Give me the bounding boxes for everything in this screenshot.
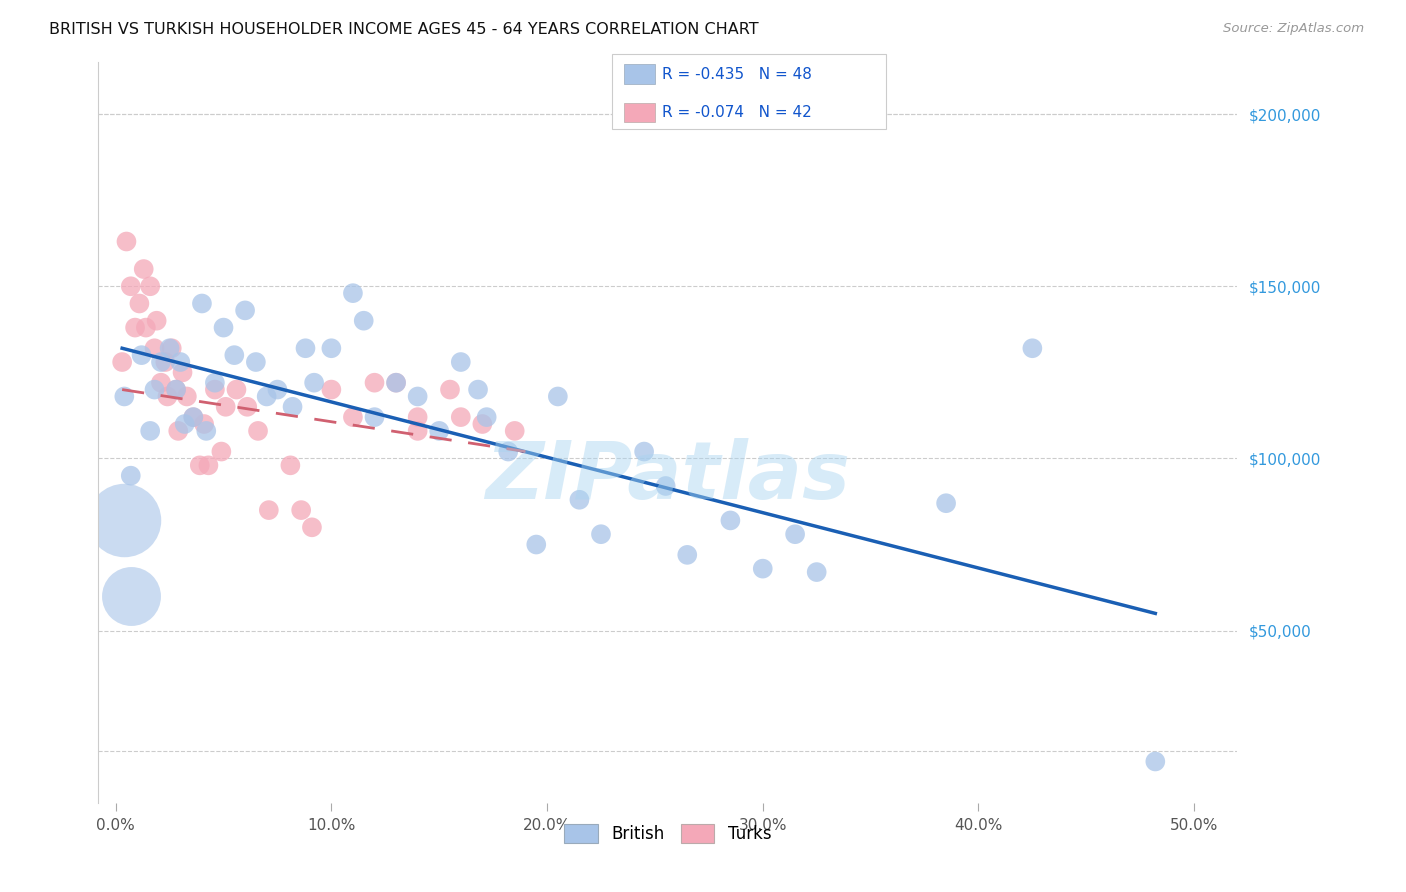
Point <box>301 520 323 534</box>
Point <box>257 503 280 517</box>
Point <box>471 417 494 431</box>
Point <box>353 314 375 328</box>
Point <box>155 355 177 369</box>
Point <box>204 383 226 397</box>
Point <box>363 376 385 390</box>
Point <box>112 513 135 527</box>
Point <box>132 262 155 277</box>
Point <box>406 424 429 438</box>
Point <box>385 376 408 390</box>
Point <box>467 383 489 397</box>
Text: R = -0.074   N = 42: R = -0.074 N = 42 <box>662 105 813 120</box>
Point <box>654 479 676 493</box>
Point <box>450 355 472 369</box>
Point <box>245 355 267 369</box>
Point <box>143 341 166 355</box>
Point <box>524 537 547 551</box>
Point <box>173 417 195 431</box>
Point <box>385 376 408 390</box>
Point <box>156 389 179 403</box>
Point <box>503 424 526 438</box>
Point <box>195 424 218 438</box>
Point <box>115 235 138 249</box>
Point <box>1021 341 1043 355</box>
Point <box>496 444 519 458</box>
Point <box>256 389 278 403</box>
Point <box>935 496 957 510</box>
Point <box>236 400 259 414</box>
Point <box>183 410 205 425</box>
Point <box>225 383 247 397</box>
Point <box>439 383 461 397</box>
Point <box>111 355 134 369</box>
Point <box>290 503 312 517</box>
Point <box>135 320 157 334</box>
Point <box>160 341 183 355</box>
Point <box>183 410 205 425</box>
Point <box>193 417 215 431</box>
Point <box>302 376 325 390</box>
Point <box>120 589 142 603</box>
Point <box>233 303 256 318</box>
Point <box>120 279 142 293</box>
Point <box>785 527 807 541</box>
Point <box>321 383 343 397</box>
Point <box>176 389 198 403</box>
Point <box>131 348 153 362</box>
Point <box>406 410 429 425</box>
Point <box>427 424 450 438</box>
Point <box>718 513 741 527</box>
Point <box>806 565 828 579</box>
Point <box>149 376 172 390</box>
Point <box>475 410 498 425</box>
Point <box>752 561 775 575</box>
Point <box>143 383 166 397</box>
Text: BRITISH VS TURKISH HOUSEHOLDER INCOME AGES 45 - 64 YEARS CORRELATION CHART: BRITISH VS TURKISH HOUSEHOLDER INCOME AG… <box>49 22 759 37</box>
Point <box>568 492 591 507</box>
Point <box>169 355 191 369</box>
Point <box>266 383 288 397</box>
Point <box>145 314 167 328</box>
Point <box>188 458 211 473</box>
Point <box>172 365 194 379</box>
Point <box>212 320 235 334</box>
Point <box>112 389 135 403</box>
Point <box>547 389 569 403</box>
Point <box>1144 755 1167 769</box>
Point <box>294 341 316 355</box>
Point <box>676 548 699 562</box>
Point <box>342 286 364 301</box>
Point <box>204 376 226 390</box>
Point <box>197 458 219 473</box>
Point <box>224 348 246 362</box>
Point <box>139 424 162 438</box>
Text: ZIPatlas: ZIPatlas <box>485 438 851 516</box>
Point <box>321 341 343 355</box>
Point <box>406 389 429 403</box>
Point <box>139 279 162 293</box>
Point <box>165 383 187 397</box>
Point <box>589 527 612 541</box>
Point <box>633 444 655 458</box>
Legend: British, Turks: British, Turks <box>558 817 778 850</box>
Point <box>191 296 214 310</box>
Point <box>342 410 364 425</box>
Point <box>128 296 150 310</box>
Point <box>165 383 187 397</box>
Point <box>159 341 181 355</box>
Point <box>247 424 270 438</box>
Point <box>450 410 472 425</box>
Point <box>167 424 190 438</box>
Point <box>209 444 232 458</box>
Point <box>281 400 304 414</box>
Point <box>124 320 146 334</box>
Text: Source: ZipAtlas.com: Source: ZipAtlas.com <box>1223 22 1364 36</box>
Point <box>149 355 172 369</box>
Point <box>120 468 142 483</box>
Point <box>215 400 238 414</box>
Point <box>280 458 302 473</box>
Point <box>363 410 385 425</box>
Text: R = -0.435   N = 48: R = -0.435 N = 48 <box>662 67 813 81</box>
